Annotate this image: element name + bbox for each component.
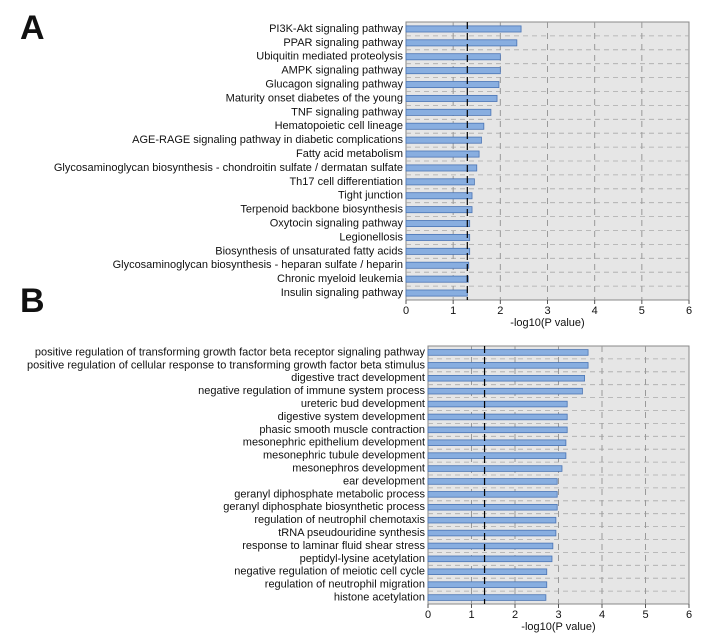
x-tick-label: 6 [686,305,692,317]
y-tick-label: TNF signaling pathway [291,106,403,118]
bar [427,452,567,459]
bar [427,426,568,434]
y-tick-label: Glycosaminoglycan biosynthesis - heparan… [113,259,403,271]
x-tick-label: 0 [425,609,431,621]
y-tick-label: Legionellosis [339,231,403,243]
x-tick-label: 4 [592,305,598,317]
bar [427,349,589,356]
bar [405,136,482,144]
panel-label: B [20,282,45,320]
bar [427,568,548,575]
bar [405,150,480,158]
bar [405,261,470,269]
bar [405,94,498,102]
y-tick-label: geranyl diphosphate metabolic process [234,488,425,500]
y-tick-label: Tight junction [338,190,403,202]
x-tick-label: 3 [555,609,561,621]
y-tick-label: phasic smooth muscle contraction [259,424,425,436]
x-tick-label: 1 [468,609,474,621]
y-tick-label: Glycosaminoglycan biosynthesis - chondro… [54,162,403,174]
x-axis-label: -log10(P value) [510,317,584,329]
y-tick-label: regulation of neutrophil chemotaxis [254,514,425,526]
y-tick-label: ear development [343,475,425,487]
y-tick-label: AMPK signaling pathway [281,65,403,77]
y-tick-label: mesonephros development [292,462,425,474]
x-tick-label: 6 [686,609,692,621]
bar [427,478,558,485]
y-tick-label: ureteric bud development [301,398,425,410]
bar [427,465,563,472]
bar [427,491,558,498]
y-tick-label: positive regulation of transforming grow… [35,346,426,358]
y-tick-label: Th17 cell differentiation [289,176,403,188]
x-tick-label: 5 [642,609,648,621]
y-tick-label: Ubiquitin mediated proteolysis [256,51,403,63]
bar [405,220,471,228]
y-tick-label: Glucagon signaling pathway [265,78,403,90]
bar [405,122,485,130]
bar [427,542,554,550]
x-tick-label: 1 [450,305,456,317]
bar [427,594,547,601]
bar [405,108,492,116]
x-tick-label: 4 [599,609,605,621]
bar [427,362,589,369]
bar [405,25,522,33]
y-tick-label: peptidyl-lysine acetylation [300,553,425,565]
y-tick-label: Biosynthesis of unsaturated fatty acids [215,245,403,257]
y-tick-label: Insulin signaling pathway [281,287,404,299]
y-tick-label: Hematopoietic cell lineage [275,120,403,132]
bar [427,439,567,446]
y-tick-label: PI3K-Akt signaling pathway [269,23,403,35]
bar [405,233,471,241]
bar [405,206,473,214]
x-tick-label: 0 [403,305,409,317]
bar [405,67,501,75]
y-tick-label: negative regulation of meiotic cell cycl… [234,566,425,578]
bar [427,555,553,563]
y-tick-label: response to laminar fluid shear stress [242,540,425,552]
y-tick-label: Fatty acid metabolism [296,148,403,160]
y-tick-label: positive regulation of cellular response… [27,359,426,371]
y-tick-label: geranyl diphosphate biosynthetic process [223,501,425,513]
x-tick-label: 3 [544,305,550,317]
y-tick-label: negative regulation of immune system pro… [198,385,425,397]
y-tick-label: tRNA pseudouridine synthesis [278,527,425,539]
y-tick-label: mesonephric tubule development [263,450,425,462]
bar [405,81,500,89]
y-tick-label: regulation of neutrophil migration [265,579,425,591]
bar [405,289,468,297]
y-tick-label: Chronic myeloid leukemia [277,273,404,285]
bar [427,516,557,524]
bar [427,504,558,511]
bar [427,529,557,537]
panel-label: A [20,9,45,47]
y-tick-label: histone acetylation [334,591,425,603]
bar [405,53,501,61]
bar [405,178,475,186]
y-tick-label: Maturity onset diabetes of the young [226,92,403,104]
bar [405,192,473,200]
y-tick-label: mesonephric epithelium development [243,437,425,449]
y-tick-label: Oxytocin signaling pathway [270,217,404,229]
y-tick-label: digestive system development [278,411,425,423]
bar [427,581,548,588]
x-tick-label: 2 [512,609,518,621]
bar [427,400,568,408]
bar [427,387,583,395]
bar [405,247,471,255]
y-tick-label: digestive tract development [291,372,425,384]
x-tick-label: 5 [639,305,645,317]
bar [427,413,568,421]
y-tick-label: AGE-RAGE signaling pathway in diabetic c… [132,134,403,146]
bar [405,275,469,283]
y-tick-label: PPAR signaling pathway [283,37,403,49]
bar [405,164,478,172]
x-axis-label: -log10(P value) [521,621,595,633]
bar [405,39,518,47]
y-tick-label: Terpenoid backbone biosynthesis [240,204,403,216]
bar [427,375,586,382]
x-tick-label: 2 [497,305,503,317]
